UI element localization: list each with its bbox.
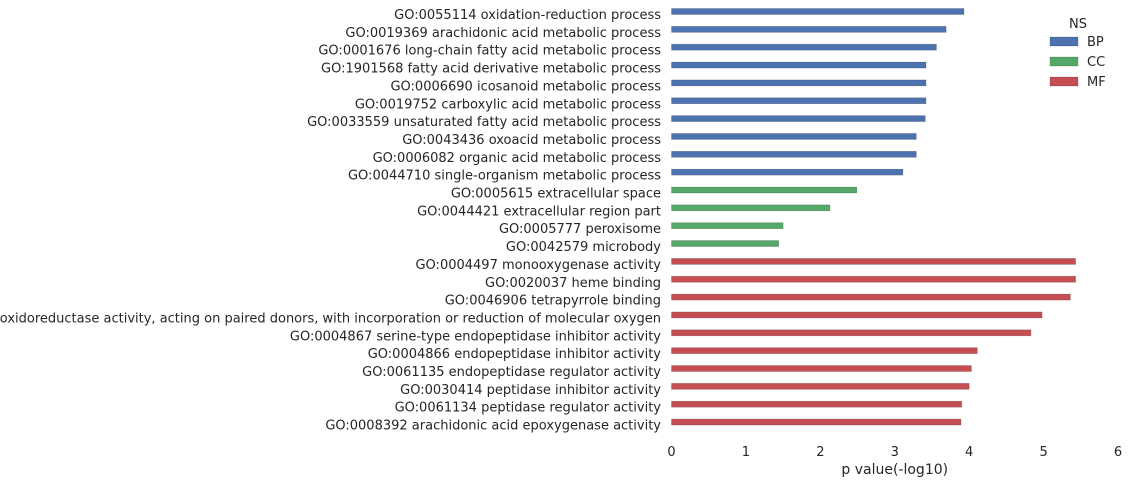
bar-mf <box>671 275 1076 283</box>
bar-mf <box>671 347 978 354</box>
term-label: GO:0005777 peroxisome <box>499 222 661 237</box>
bar-mf <box>671 293 1071 301</box>
bar-bp <box>671 61 927 69</box>
bar-bp <box>671 43 937 51</box>
x-tick-labels-group: 0 1 2 3 4 5 6 <box>667 445 1122 460</box>
term-label: GO:0046906 tetrapyrrole binding <box>445 294 661 309</box>
term-label: GO:0043436 oxoacid metabolic process <box>402 133 661 148</box>
x-tick-label: 4 <box>965 445 973 460</box>
bar-mf <box>671 418 962 426</box>
term-label: GO:0004867 serine-type endopeptidase inh… <box>290 329 661 344</box>
bar-bp <box>671 97 927 105</box>
bar-cc <box>671 240 779 247</box>
bar-bp <box>671 168 904 176</box>
term-label: GO:0008392 arachidonic acid epoxygenase … <box>325 419 661 434</box>
term-label: GO:0030414 peptidase inhibitor activity <box>400 383 661 398</box>
term-label: GO:0042579 microbody <box>506 240 661 255</box>
legend-swatch-mf <box>1049 76 1079 87</box>
term-label: GO:0055114 oxidation-reduction process <box>394 8 661 23</box>
x-tick-label: 1 <box>742 445 750 460</box>
bar-bp <box>671 115 926 122</box>
term-label: GO:0020037 heme binding <box>485 276 661 291</box>
x-axis-label: p value(-log10) <box>841 462 948 478</box>
term-label: GO:0016705 oxidoreductase activity, acti… <box>0 311 661 326</box>
legend-swatch-bp <box>1049 36 1079 47</box>
term-label: GO:0006690 icosanoid metabolic process <box>390 79 661 94</box>
x-tick-label: 0 <box>667 445 675 460</box>
bar-cc <box>671 222 784 229</box>
term-label: GO:0005615 extracellular space <box>451 187 661 202</box>
term-label: GO:0001676 long-chain fatty acid metabol… <box>318 44 661 59</box>
legend-label-cc: CC <box>1087 55 1105 70</box>
bar-bp <box>671 26 947 33</box>
term-label: GO:1901568 fatty acid derivative metabol… <box>321 62 661 77</box>
x-tick-label: 5 <box>1039 445 1047 460</box>
bar-mf <box>671 311 1043 319</box>
bar-cc <box>671 204 831 212</box>
legend-title: NS <box>1069 17 1087 32</box>
legend-label-mf: MF <box>1087 75 1106 90</box>
bar-mf <box>671 400 963 408</box>
term-label: GO:0061134 peptidase regulator activity <box>395 401 662 416</box>
bar-mf <box>671 258 1076 265</box>
bars-group <box>671 8 1076 426</box>
term-label: GO:0061135 endopeptidase regulator activ… <box>362 365 661 380</box>
bar-bp <box>671 133 917 140</box>
bar-mf <box>671 365 972 372</box>
term-label: GO:0044710 single-organism metabolic pro… <box>348 169 661 184</box>
bar-mf <box>671 329 1032 337</box>
term-label: GO:0033559 unsaturated fatty acid metabo… <box>307 115 661 130</box>
bar-mf <box>671 383 970 390</box>
term-label: GO:0004866 endopeptidase inhibitor activ… <box>368 347 662 362</box>
term-labels-group: GO:0055114 oxidation-reduction process GO… <box>0 8 661 434</box>
legend-label-bp: BP <box>1087 35 1104 50</box>
x-tick-label: 2 <box>816 445 824 460</box>
term-label: GO:0019369 arachidonic acid metabolic pr… <box>345 26 661 41</box>
term-label: GO:0019752 carboxylic acid metabolic pro… <box>355 97 661 112</box>
term-label: GO:0004497 monooxygenase activity <box>415 258 661 273</box>
x-tick-label: 6 <box>1114 445 1122 460</box>
bar-bp <box>671 79 927 87</box>
bar-bp <box>671 151 917 158</box>
bar-bp <box>671 8 965 15</box>
x-tick-label: 3 <box>891 445 899 460</box>
term-label: GO:0006082 organic acid metabolic proces… <box>373 151 662 166</box>
legend-swatch-cc <box>1049 56 1079 67</box>
term-label: GO:0044421 extracellular region part <box>417 204 661 219</box>
bar-cc <box>671 186 858 194</box>
